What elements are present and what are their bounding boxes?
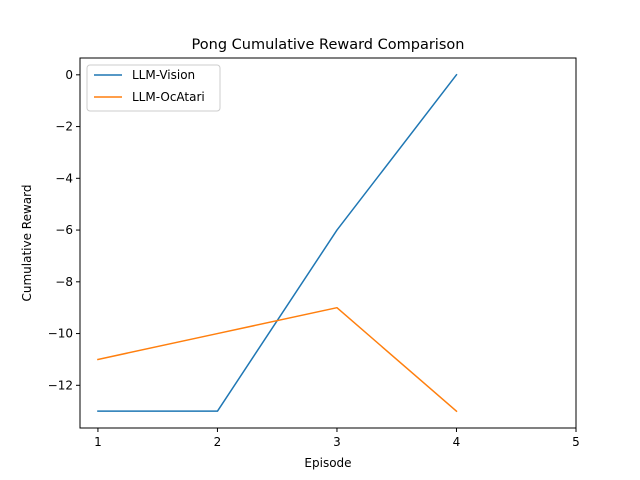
y-tick-label: 0: [65, 68, 73, 82]
series-layer: [97, 73, 458, 413]
chart-title: Pong Cumulative Reward Comparison: [192, 37, 465, 53]
x-axis-label: Episode: [304, 456, 351, 470]
x-tick-label: 3: [333, 435, 341, 449]
x-tick-label: 2: [214, 435, 222, 449]
y-axis-label: Cumulative Reward: [20, 185, 34, 302]
series-line-1: [97, 306, 458, 413]
y-tick-label: −12: [48, 378, 73, 392]
series-line-0: [97, 73, 458, 412]
y-tick-label: −10: [48, 327, 73, 341]
x-axis-ticks: 1 2 3 4 5: [94, 428, 580, 449]
y-tick-label: −8: [55, 275, 73, 289]
legend-box: [86, 64, 221, 112]
legend-label: LLM-OcAtari: [132, 90, 205, 104]
y-axis-ticks: 0 −2 −4 −6 −8 −10 −12: [48, 68, 80, 392]
y-tick-label: −6: [55, 223, 73, 237]
y-tick-label: −4: [55, 171, 73, 185]
legend: LLM-Vision LLM-OcAtari: [86, 64, 221, 112]
x-tick-label: 4: [453, 435, 461, 449]
y-tick-label: −2: [55, 120, 73, 134]
plot-area: [79, 57, 577, 429]
x-tick-label: 5: [572, 435, 580, 449]
legend-label: LLM-Vision: [132, 68, 195, 82]
x-tick-label: 1: [94, 435, 102, 449]
